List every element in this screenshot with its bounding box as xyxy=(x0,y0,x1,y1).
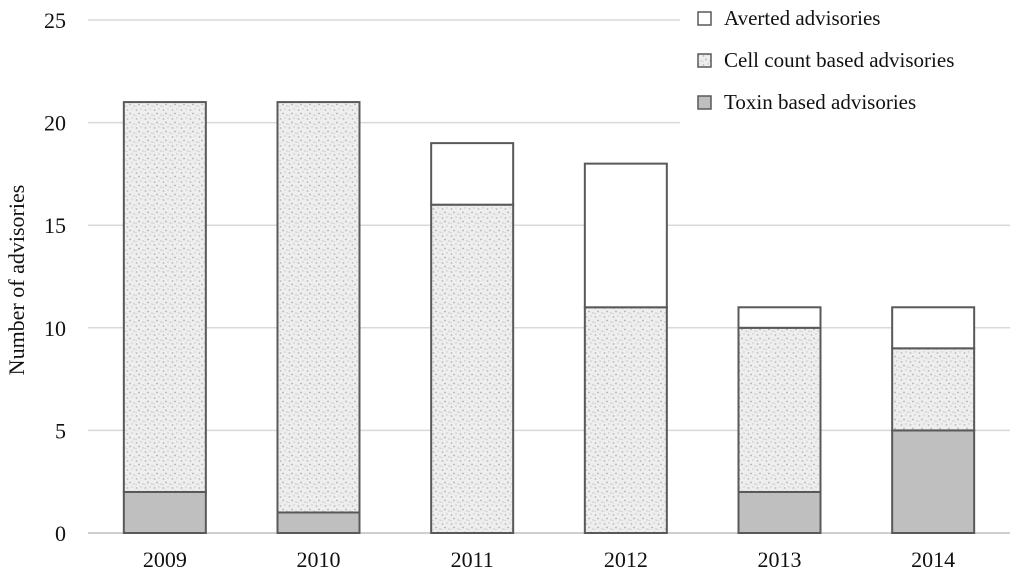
y-tick-label: 10 xyxy=(44,316,66,341)
legend-label: Cell count based advisories xyxy=(724,48,954,72)
y-tick-labels: 0 5 10 15 20 25 xyxy=(44,8,66,546)
legend-swatch xyxy=(697,95,712,110)
bar-segment-cell-count-based-advisories xyxy=(122,101,207,493)
y-tick-label: 25 xyxy=(44,8,66,33)
bar-segment-cell-count-based-advisories xyxy=(583,306,668,534)
bar-segment-toxin-based-advisories xyxy=(737,490,822,534)
bars xyxy=(122,101,976,534)
bar-segment-toxin-based-advisories xyxy=(891,429,976,534)
legend: Averted advisories Cell count based advis… xyxy=(680,0,1024,124)
y-tick-label: 0 xyxy=(55,521,66,546)
x-tick-label: 2014 xyxy=(911,547,955,572)
x-tick-label: 2009 xyxy=(143,547,187,572)
x-tick-label: 2012 xyxy=(604,547,648,572)
legend-label: Toxin based advisories xyxy=(724,90,916,114)
bar-segment-averted-advisories xyxy=(737,306,822,329)
bar-segment-averted-advisories xyxy=(430,142,515,206)
x-tick-label: 2011 xyxy=(451,547,494,572)
x-tick-label: 2013 xyxy=(758,547,802,572)
gridlines xyxy=(88,19,1010,534)
legend-swatch xyxy=(697,53,712,68)
bar-segment-cell-count-based-advisories xyxy=(276,101,361,514)
bar-segment-cell-count-based-advisories xyxy=(737,326,822,493)
legend-label: Averted advisories xyxy=(724,6,880,30)
bar-segment-cell-count-based-advisories xyxy=(430,203,515,534)
bar-segment-cell-count-based-advisories xyxy=(891,347,976,432)
legend-swatch xyxy=(697,11,712,26)
bar-segment-toxin-based-advisories xyxy=(122,490,207,534)
bar-segment-averted-advisories xyxy=(583,162,668,309)
x-tick-labels: 2009 2010 2011 2012 2013 2014 xyxy=(143,547,955,572)
y-tick-label: 15 xyxy=(44,213,66,238)
y-tick-label: 5 xyxy=(55,418,66,443)
y-tick-label: 20 xyxy=(44,111,66,136)
y-axis-title: Number of advisories xyxy=(4,185,29,376)
x-tick-label: 2010 xyxy=(297,547,341,572)
bar-segment-averted-advisories xyxy=(891,306,976,350)
bar-segment-toxin-based-advisories xyxy=(276,511,361,534)
legend-background xyxy=(680,0,1024,124)
